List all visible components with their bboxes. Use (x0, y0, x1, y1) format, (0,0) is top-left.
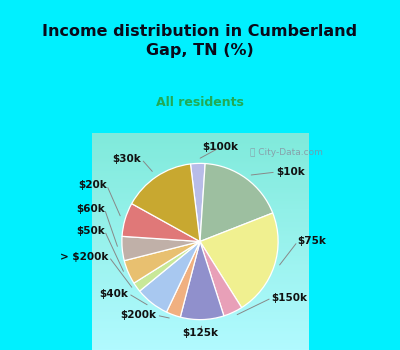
Text: $150k: $150k (272, 293, 308, 303)
Wedge shape (124, 241, 200, 283)
Wedge shape (166, 241, 200, 317)
Text: $40k: $40k (100, 289, 128, 299)
Wedge shape (200, 163, 273, 242)
Text: $75k: $75k (298, 237, 326, 246)
Text: $60k: $60k (76, 204, 104, 214)
Wedge shape (134, 241, 200, 291)
Text: $10k: $10k (276, 167, 305, 177)
Text: $100k: $100k (203, 142, 239, 152)
Wedge shape (140, 241, 200, 312)
Wedge shape (180, 241, 224, 320)
Text: $30k: $30k (113, 154, 142, 164)
Wedge shape (200, 213, 278, 308)
Text: $125k: $125k (182, 328, 218, 338)
Text: > $200k: > $200k (60, 252, 109, 262)
Text: $200k: $200k (121, 310, 157, 320)
Text: $50k: $50k (76, 226, 104, 236)
Text: Income distribution in Cumberland
Gap, TN (%): Income distribution in Cumberland Gap, T… (42, 24, 358, 57)
Wedge shape (122, 236, 200, 261)
Text: ⓘ City-Data.com: ⓘ City-Data.com (250, 148, 323, 157)
Text: $20k: $20k (78, 180, 107, 190)
Text: All residents: All residents (156, 96, 244, 109)
Wedge shape (200, 241, 242, 316)
Wedge shape (190, 163, 205, 242)
Wedge shape (122, 204, 200, 242)
Wedge shape (132, 164, 200, 242)
